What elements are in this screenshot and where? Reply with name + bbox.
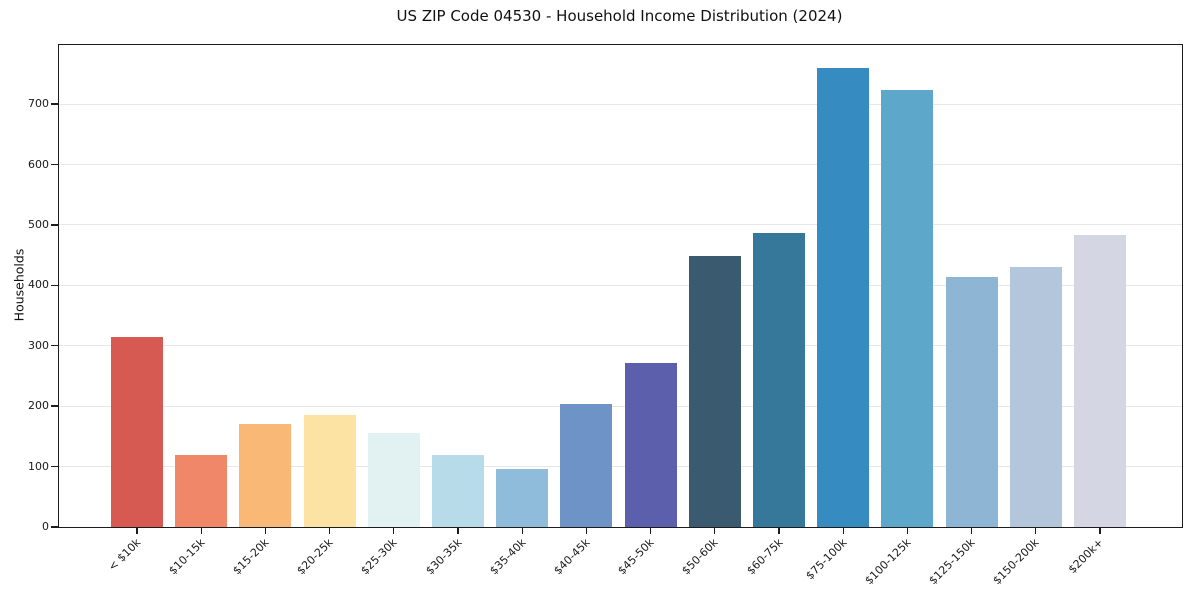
y-tick-mark xyxy=(50,526,58,528)
y-gridline xyxy=(59,345,1182,347)
x-tick-label: $25-30k xyxy=(358,536,400,578)
bar xyxy=(624,363,677,527)
x-tick-mark xyxy=(393,527,395,534)
y-gridline xyxy=(59,164,1182,166)
bar xyxy=(239,424,292,527)
x-tick-label: $40-45k xyxy=(551,536,593,578)
x-tick-label: $45-50k xyxy=(615,536,657,578)
y-gridline xyxy=(59,284,1182,286)
x-tick-mark xyxy=(1035,527,1037,534)
x-tick-mark xyxy=(457,527,459,534)
x-tick-mark xyxy=(136,527,138,534)
y-tick-label: 400 xyxy=(28,278,49,292)
x-tick-mark xyxy=(328,527,331,534)
x-tick-label: $35-40k xyxy=(487,536,529,578)
y-tick-mark xyxy=(50,284,58,287)
bar xyxy=(175,454,228,527)
y-tick-mark xyxy=(50,405,58,407)
bar xyxy=(1074,235,1126,527)
x-tick-mark xyxy=(200,527,202,534)
x-tick-label: $150-200k xyxy=(990,536,1042,588)
y-tick-label: 300 xyxy=(28,338,49,352)
y-tick-mark xyxy=(50,465,58,468)
x-tick-label: $60-75k xyxy=(743,536,786,578)
x-tick-label: $15-20k xyxy=(230,536,272,578)
x-tick-mark xyxy=(585,527,588,534)
y-tick-label: 100 xyxy=(28,459,49,473)
y-tick-label: 600 xyxy=(28,157,49,171)
x-tick-label: $30-35k xyxy=(422,536,465,578)
bar xyxy=(560,404,613,527)
bar xyxy=(945,276,998,527)
y-tick-label: 500 xyxy=(28,217,49,231)
bar xyxy=(881,90,934,527)
x-tick-label: $75-100k xyxy=(803,536,850,583)
bar xyxy=(432,455,484,527)
x-tick-label: $125-150k xyxy=(926,536,978,588)
x-tick-mark xyxy=(714,527,716,534)
y-gridline xyxy=(59,103,1182,105)
bar xyxy=(1009,266,1062,527)
x-tick-label: $10-15k xyxy=(166,536,208,578)
x-tick-label: $100-125k xyxy=(862,536,914,588)
bar xyxy=(367,433,420,527)
x-tick-mark xyxy=(906,527,909,534)
x-tick-mark xyxy=(264,527,267,534)
y-tick-mark xyxy=(50,163,58,166)
x-tick-mark xyxy=(778,527,780,534)
y-tick-label: 700 xyxy=(28,97,49,111)
x-tick-mark xyxy=(970,527,973,534)
y-tick-mark xyxy=(50,103,58,105)
bar xyxy=(688,256,741,527)
chart-title: US ZIP Code 04530 - Household Income Dis… xyxy=(396,7,843,25)
y-tick-mark xyxy=(50,345,58,347)
y-tick-label: 0 xyxy=(42,520,49,533)
plot-area: 0 100 200 300 400 500 600 700 < $10k $10-15k $15-2… xyxy=(28,44,1183,587)
y-gridline xyxy=(59,466,1182,468)
y-gridline xyxy=(59,405,1182,407)
x-tick-label: < $10k xyxy=(105,536,144,574)
bar xyxy=(753,233,805,527)
x-tick-label: $20-25k xyxy=(294,536,336,578)
x-tick-mark xyxy=(1099,527,1101,534)
x-tick-mark xyxy=(842,527,844,534)
y-tick-label: 200 xyxy=(28,399,49,413)
y-gridline xyxy=(59,224,1182,226)
bar xyxy=(111,337,163,527)
bar xyxy=(496,469,549,527)
x-tick-label: $50-60k xyxy=(679,536,721,578)
y-tick-mark xyxy=(50,224,58,226)
bar xyxy=(817,67,870,527)
x-tick-label: $200k+ xyxy=(1066,536,1107,577)
x-tick-mark xyxy=(649,527,652,534)
x-tick-mark xyxy=(521,527,523,534)
bar xyxy=(303,414,356,527)
